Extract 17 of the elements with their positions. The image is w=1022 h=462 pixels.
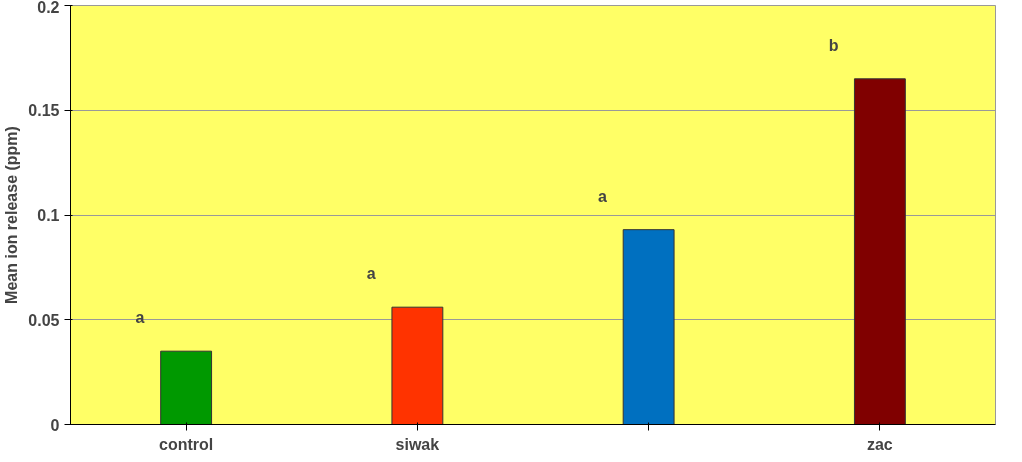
- bar: [160, 350, 213, 425]
- y-tick-label: 0.05: [28, 311, 60, 329]
- x-tick-label: zac: [866, 435, 893, 453]
- annotation: a: [135, 309, 145, 327]
- y-tick-label: 0.15: [28, 102, 60, 120]
- y-tick-label: 0.1: [37, 207, 60, 224]
- annotation: a: [597, 187, 607, 205]
- bar: [391, 306, 444, 425]
- x-tick-label: siwak: [395, 435, 440, 453]
- annotation: a: [366, 265, 376, 283]
- y-axis-title: Mean ion release (ppm): [3, 126, 21, 304]
- annotation: b: [828, 36, 839, 54]
- bar: [853, 78, 906, 425]
- x-tick-label: control: [159, 435, 214, 453]
- bar: [622, 229, 675, 425]
- y-tick-label: 0.2: [37, 0, 60, 16]
- y-tick-label: 0: [50, 416, 60, 434]
